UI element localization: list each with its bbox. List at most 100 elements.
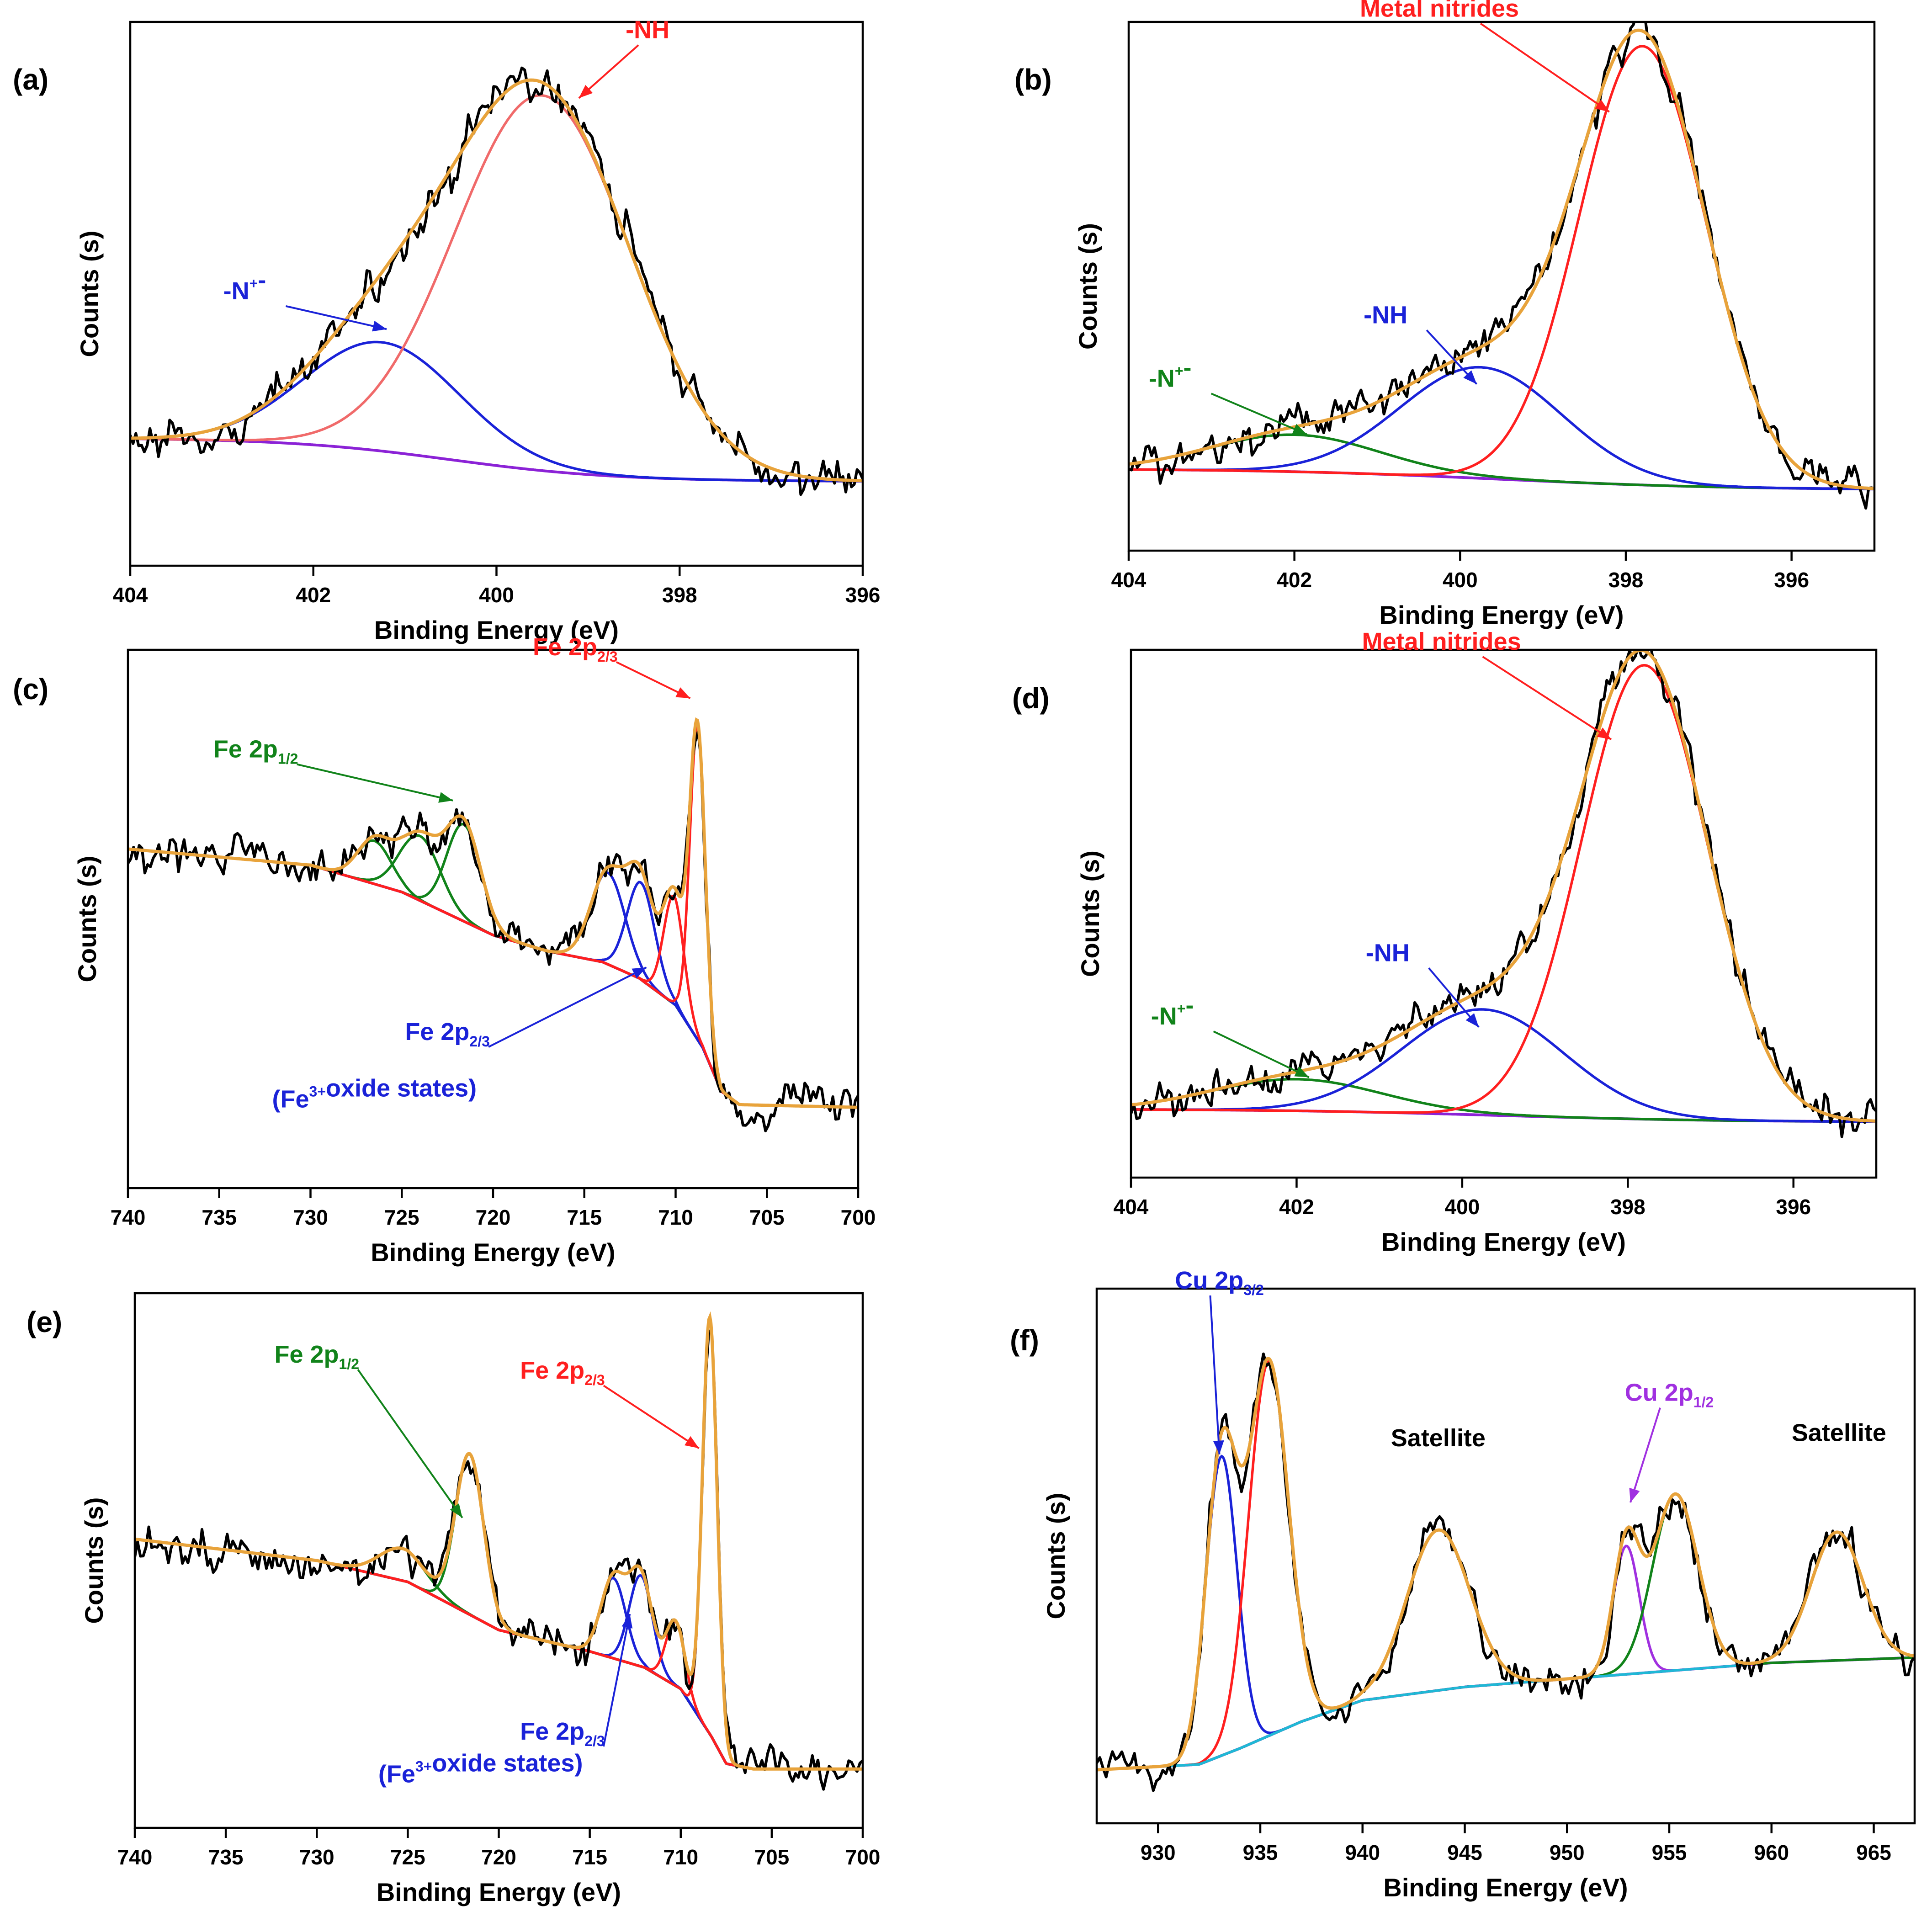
annotation-label: Satellite (1391, 1424, 1486, 1452)
plot-frame (133, 1292, 864, 1829)
y-axis-label: Counts (s) (1041, 1493, 1070, 1619)
x-tick-label: 935 (1243, 1841, 1278, 1864)
x-tick-label: 940 (1345, 1841, 1380, 1864)
x-tick-label: 710 (663, 1845, 698, 1869)
x-tick-label: 396 (1776, 1195, 1811, 1219)
x-tick-label: 725 (384, 1205, 419, 1229)
x-tick-label: 402 (296, 583, 331, 607)
annotation-arrow (1629, 1407, 1661, 1503)
panel-letter: (e) (27, 1306, 62, 1338)
fitted-envelope (135, 1311, 863, 1771)
annotation-arrow (1482, 656, 1612, 741)
y-axis-label: Counts (s) (73, 856, 101, 982)
x-tick-label: 400 (1443, 568, 1478, 592)
annotation-label: (Fe3+oxide states) (378, 1750, 583, 1788)
peak-fe-2p1-2-b (128, 834, 858, 1109)
annotation-arrowhead (1629, 1487, 1640, 1502)
annotation-arrow (357, 1369, 463, 1518)
x-tick-label: 725 (390, 1845, 425, 1869)
annotation-arrowhead (450, 1503, 462, 1518)
annotation-arrow (1209, 1295, 1221, 1455)
x-tick-label: 950 (1550, 1841, 1585, 1864)
panel-letter: (d) (1012, 682, 1050, 715)
y-axis-label: Counts (s) (75, 231, 104, 357)
x-tick-label: 740 (111, 1205, 146, 1229)
annotation-arrowhead (1294, 1066, 1309, 1078)
annotation-arrow (1480, 22, 1610, 113)
curves (1129, 22, 1874, 510)
annotation-label: (Fe3+oxide states) (272, 1074, 477, 1113)
annotation-arrow (603, 1385, 700, 1449)
x-axis-label: Binding Energy (eV) (374, 616, 619, 644)
annotation-label: Satellite (1792, 1419, 1886, 1446)
panel-c: 740 735 730 725 720 715 710 705 700 Binding Energ… (13, 633, 876, 1267)
peak-fe-2p1-2-c (128, 823, 858, 1109)
annotation-arrowhead (1597, 727, 1612, 740)
annotation-arrowhead (1595, 99, 1609, 112)
curves (1097, 1352, 1915, 1792)
background-line (135, 1538, 863, 1771)
annotation-label: Fe 2p2/3 (405, 1018, 490, 1050)
x-axis-label: Binding Energy (eV) (1381, 1227, 1626, 1256)
x-tick-label: 396 (1774, 568, 1809, 592)
peak-fe-2p2-3-fe3-b (128, 848, 858, 1109)
annotation-arrow (1213, 1030, 1310, 1078)
annotation-label: -NH (1364, 301, 1407, 329)
peak-fe-2p1-2-a (135, 1538, 863, 1771)
x-tick-label: 965 (1856, 1841, 1891, 1864)
fitted-envelope (130, 78, 863, 483)
x-tick-label: 720 (481, 1845, 516, 1869)
fitted-envelope (1131, 650, 1876, 1123)
annotation-arrowhead (579, 85, 593, 98)
annotation-arrowhead (1292, 424, 1307, 435)
annotation-arrow (616, 661, 691, 699)
panel-letter: (b) (1014, 63, 1052, 96)
x-tick-label: 945 (1447, 1841, 1482, 1864)
peak-fe-2p2-3-fe3-a (135, 1538, 863, 1771)
x-tick-label: 715 (572, 1845, 607, 1869)
panel-letter: (f) (1010, 1324, 1039, 1357)
annotation-arrowhead (675, 687, 690, 699)
panel-f: 930 935 940 945 950 955 960 965 Binding Energy (… (1010, 1267, 1916, 1902)
panel-d: 404 402 400 398 396 Binding Energy (eV) Counts… (1012, 628, 1878, 1256)
annotation-arrow (297, 763, 453, 802)
peak-fe-2p2-3-c (128, 848, 858, 1109)
x-tick-label: 715 (567, 1205, 602, 1229)
peak-fe-2p1-2-a (128, 839, 858, 1109)
x-axis-label: Binding Energy (eV) (1383, 1873, 1628, 1902)
x-tick-label: 735 (208, 1845, 244, 1869)
x-axis-label: Binding Energy (eV) (1379, 600, 1624, 629)
y-axis-label: Counts (s) (1076, 850, 1104, 977)
x-tick-label: 400 (1445, 1195, 1480, 1219)
annotation-label: Fe 2p1/2 (274, 1341, 359, 1372)
x-tick-label: 720 (476, 1205, 511, 1229)
annotation-label: Metal nitrides (1362, 628, 1521, 655)
x-tick-label: 402 (1279, 1195, 1314, 1219)
annotation-label: Fe 2p2/3 (520, 1357, 605, 1388)
annotation-arrowhead (1213, 1440, 1224, 1455)
panel-b: 404 402 400 398 396 Binding Energy (eV) Counts… (1014, 0, 1876, 629)
plot-frame (1130, 648, 1878, 1179)
x-axis-label: Binding Energy (eV) (377, 1878, 621, 1906)
peak--n- (1131, 1078, 1876, 1123)
annotation-arrowhead (684, 1436, 699, 1449)
annotation-label: -NH (626, 16, 669, 44)
panel-letter: (a) (13, 63, 48, 96)
peak-cu-2p3-2 (1097, 1455, 1915, 1771)
x-tick-label: 735 (202, 1205, 237, 1229)
x-tick-label: 705 (754, 1845, 790, 1869)
annotation-label: -N+- (1149, 354, 1192, 392)
x-tick-label: 955 (1652, 1841, 1687, 1864)
peak--nh (1131, 1008, 1876, 1123)
annotation-arrowhead (1463, 370, 1477, 384)
x-tick-label: 960 (1754, 1841, 1789, 1864)
annotation-label: Fe 2p1/2 (213, 736, 298, 767)
x-tick-label: 404 (1114, 1195, 1149, 1219)
raw-spectrum (135, 1328, 863, 1791)
annotation-label: Fe 2p2/3 (533, 633, 618, 665)
annotation-label: -N+- (1151, 992, 1194, 1030)
x-tick-label: 404 (113, 583, 148, 607)
curves (128, 717, 858, 1132)
x-tick-label: 700 (841, 1205, 876, 1229)
annotation-arrow (488, 966, 647, 1048)
